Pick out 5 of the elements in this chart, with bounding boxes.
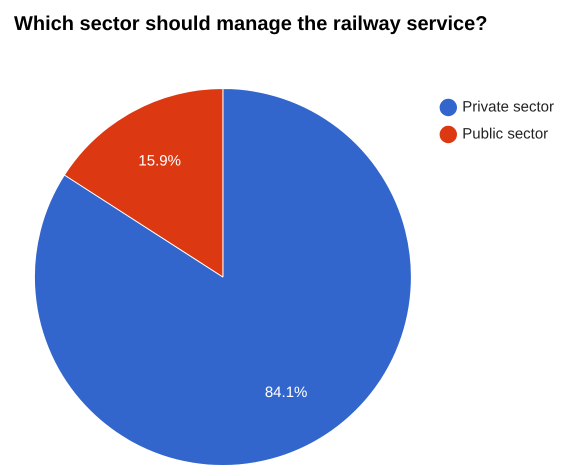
chart-title: Which sector should manage the railway service?	[14, 12, 488, 37]
data-label: 84.1%	[264, 384, 308, 401]
legend-label: Private sector	[462, 98, 554, 116]
legend-label: Public sector	[462, 126, 548, 143]
data-label: 15.9%	[138, 152, 181, 170]
